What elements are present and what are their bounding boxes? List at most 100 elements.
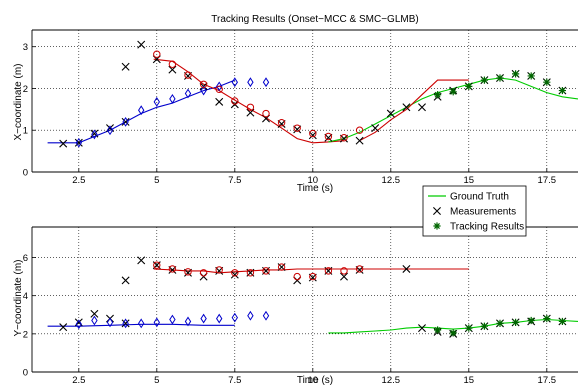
measurement-point [386, 109, 395, 118]
measurement-point [215, 266, 224, 275]
track-point [138, 105, 145, 116]
track-point [262, 267, 270, 275]
x-tick-label: 15 [464, 175, 475, 186]
legend-measurements-swatch [433, 207, 441, 215]
y-tick-label: 0 [23, 368, 28, 379]
track-point [309, 272, 317, 281]
track-point [106, 317, 114, 328]
track-diamond-markers [75, 310, 270, 330]
track-point [216, 313, 223, 324]
measurement-point [371, 124, 380, 133]
track-point [449, 329, 457, 337]
track-point [340, 267, 348, 275]
track-point [199, 269, 208, 277]
track-point [480, 322, 488, 330]
track-point [465, 324, 473, 332]
track-point [153, 317, 160, 328]
track-point [340, 134, 348, 142]
track-star-markers [434, 314, 566, 337]
track-point [277, 119, 286, 127]
track-point [309, 129, 317, 138]
measurement-point [340, 272, 348, 281]
track-point [277, 263, 286, 271]
track-point [138, 318, 145, 329]
track-point [199, 80, 208, 88]
x-tick-label: 17.5 [538, 175, 557, 186]
x-tick-label: 2.5 [72, 175, 85, 186]
y-tick-label: 1 [23, 126, 28, 137]
track-point [543, 78, 551, 86]
measurement-point [277, 119, 286, 128]
y-panel-ylabel: Y−coordinate (m) [13, 260, 24, 337]
track-point [122, 318, 129, 329]
track-point [558, 317, 566, 326]
track-point [558, 86, 566, 95]
legend-x-marker [433, 207, 441, 215]
x-tick-label: 5 [154, 375, 159, 386]
x-tick-label: 10 [308, 375, 319, 386]
track-point [91, 129, 98, 140]
track-point [184, 88, 192, 99]
y-tick-label: 0 [23, 168, 28, 179]
plot-area [32, 30, 578, 172]
track-point [293, 124, 301, 132]
track-point [91, 315, 98, 326]
measurement-point [168, 65, 177, 74]
track-point [246, 103, 255, 111]
track-point [449, 88, 457, 96]
track-point [122, 116, 129, 127]
measurement-point [215, 97, 224, 106]
measurement-point [121, 117, 130, 126]
legend-box [422, 185, 527, 237]
measurement-point [74, 138, 83, 147]
track-point [527, 72, 535, 80]
measurement-point [293, 276, 302, 285]
measurement-point [121, 319, 130, 328]
measurement-point [308, 131, 317, 140]
y-panel-xlabel: Time (s) [297, 375, 333, 386]
measurement-point [121, 276, 130, 285]
track-star-markers [434, 70, 566, 99]
x-tick-label: 17.5 [538, 375, 557, 386]
measurement-point [121, 62, 130, 71]
track-circle-markers [153, 50, 364, 142]
track-point [153, 50, 161, 58]
chart-title: Tracking Results (Onset−MCC & SMC−GLMB) [211, 14, 418, 25]
track-point [246, 269, 255, 277]
track-point [324, 267, 333, 275]
x-tick-label: 5 [154, 175, 159, 186]
x-tick-label: 10 [308, 175, 319, 186]
measurement-point [246, 108, 255, 117]
track-point [231, 77, 238, 88]
x-tick-label: 12.5 [382, 175, 401, 186]
track-point [169, 93, 176, 104]
track-point [231, 97, 239, 105]
track-point [216, 81, 223, 92]
track-point [168, 60, 177, 68]
measurement-point [293, 125, 302, 134]
x-panel-ylabel: X−coordinate (m) [13, 64, 24, 141]
legend-star-marker [433, 222, 441, 230]
track-point [153, 96, 160, 107]
track-point [262, 77, 270, 88]
measurement-point [137, 256, 146, 265]
track-point [169, 314, 176, 325]
y-tick-label: 4 [23, 291, 28, 302]
measurement-point [199, 272, 208, 281]
track-point [434, 91, 442, 99]
y-tick-label: 3 [23, 42, 28, 53]
track-point [75, 319, 82, 330]
y-tick-label: 2 [23, 329, 28, 340]
x-coordinate-panel: 2.5 5 7.5 10 12.5 15 17.5 0 1 2 3 [23, 29, 578, 186]
track-point [262, 109, 270, 118]
measurement-point [324, 133, 333, 142]
track-point [184, 71, 192, 79]
track-point [512, 70, 520, 78]
track-point [527, 316, 535, 325]
track-point [215, 85, 223, 94]
x-panel-xlabel: Time (s) [297, 183, 333, 194]
measurement-point [308, 273, 317, 282]
measurement-point [59, 139, 68, 148]
x-tick-label: 12.5 [382, 375, 401, 386]
